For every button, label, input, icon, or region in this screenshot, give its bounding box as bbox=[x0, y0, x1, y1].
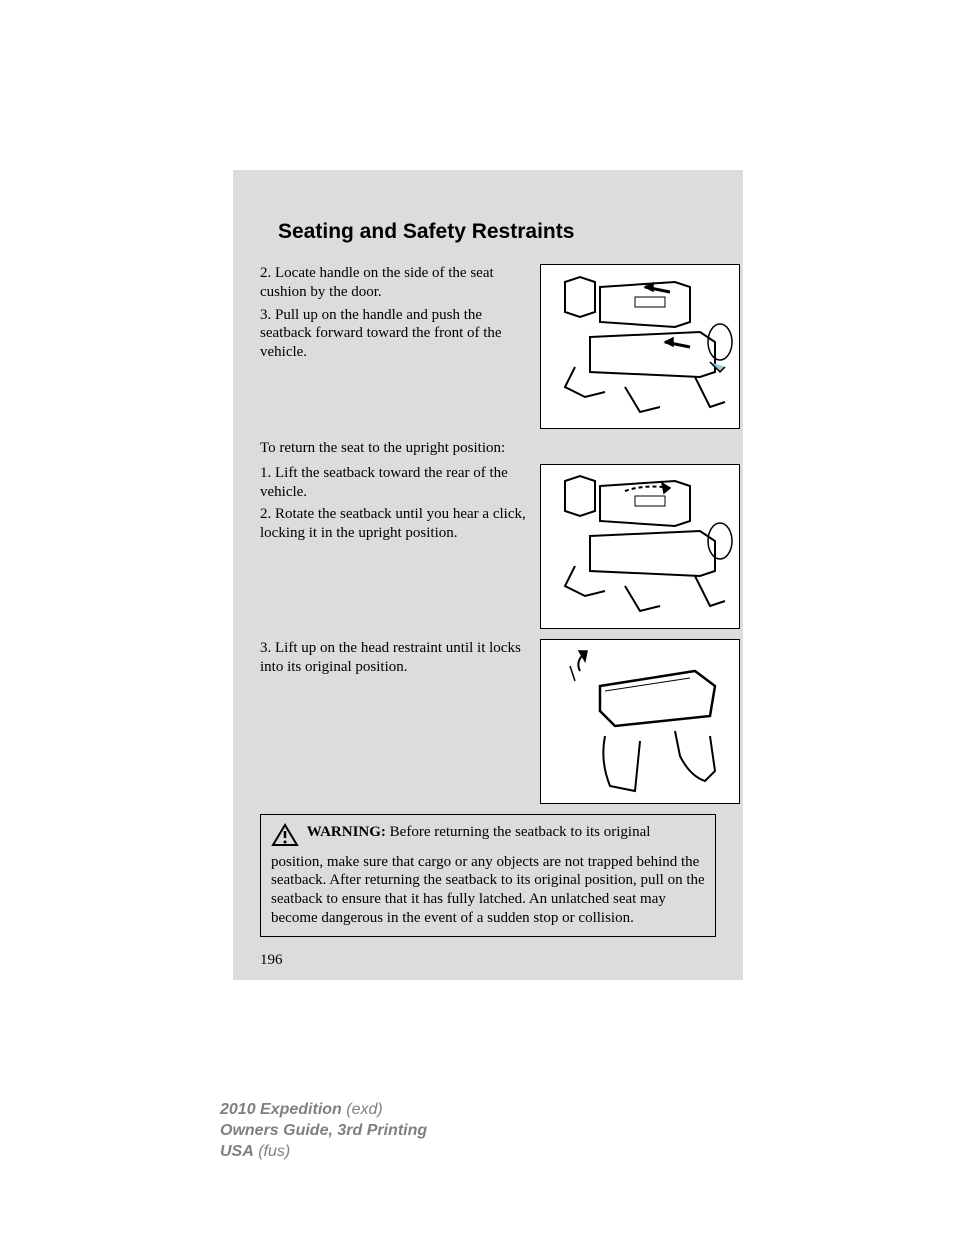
text-column-2: 1. Lift the seatback toward the rear of … bbox=[260, 464, 540, 629]
warning-label: WARNING: bbox=[307, 824, 386, 840]
return-step-3-text: 3. Lift up on the head restraint until i… bbox=[260, 639, 530, 677]
instruction-block-2: 1. Lift the seatback toward the rear of … bbox=[248, 464, 728, 629]
footer-code-1: (exd) bbox=[342, 1101, 383, 1118]
section-title: Seating and Safety Restraints bbox=[248, 220, 728, 244]
text-column-1: 2. Locate handle on the side of the seat… bbox=[260, 264, 540, 429]
seat-fold-back-icon bbox=[545, 466, 735, 626]
warning-triangle-icon bbox=[271, 823, 299, 853]
footer-vehicle: 2010 Expedition bbox=[220, 1101, 342, 1118]
return-intro-row: To return the seat to the upright positi… bbox=[248, 439, 728, 458]
seat-illustration-2 bbox=[540, 464, 740, 629]
text-column-3: 3. Lift up on the head restraint until i… bbox=[260, 639, 540, 804]
step-3-text: 3. Pull up on the handle and push the se… bbox=[260, 306, 530, 362]
seat-illustration-1 bbox=[540, 264, 740, 429]
page-content-area: Seating and Safety Restraints 2. Locate … bbox=[233, 170, 743, 980]
footer-region: USA bbox=[220, 1143, 254, 1160]
footer-line-1: 2010 Expedition (exd) bbox=[220, 1100, 427, 1121]
head-restraint-illustration bbox=[540, 639, 740, 804]
return-step-1-text: 1. Lift the seatback toward the rear of … bbox=[260, 464, 530, 502]
document-footer: 2010 Expedition (exd) Owners Guide, 3rd … bbox=[220, 1100, 427, 1162]
page-number: 196 bbox=[248, 952, 728, 969]
seat-fold-forward-icon bbox=[545, 267, 735, 427]
instruction-block-1: 2. Locate handle on the side of the seat… bbox=[248, 264, 728, 429]
footer-line-2: Owners Guide, 3rd Printing bbox=[220, 1121, 427, 1142]
return-intro-text: To return the seat to the upright positi… bbox=[260, 439, 716, 458]
head-restraint-icon bbox=[545, 641, 735, 801]
return-step-2-text: 2. Rotate the seatback until you hear a … bbox=[260, 505, 530, 543]
step-2-text: 2. Locate handle on the side of the seat… bbox=[260, 264, 530, 302]
footer-line-3: USA (fus) bbox=[220, 1142, 427, 1163]
footer-code-2: (fus) bbox=[254, 1143, 290, 1160]
warning-box: WARNING: Before returning the seatback t… bbox=[260, 814, 716, 937]
instruction-block-3: 3. Lift up on the head restraint until i… bbox=[248, 639, 728, 804]
